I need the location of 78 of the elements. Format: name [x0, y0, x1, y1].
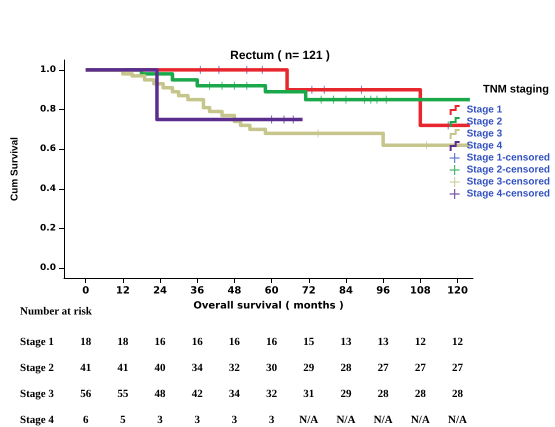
text: 42 [192, 388, 204, 400]
y-tick-label: 0.0 [40, 263, 56, 274]
x-tick-label: 24 [153, 286, 168, 296]
legend-label: Stage 4 [466, 140, 503, 152]
text: 28 [452, 388, 464, 400]
text: 48 [154, 388, 166, 400]
x-tick-label: 72 [302, 286, 316, 296]
y-axis-title: Cum Survival [10, 136, 20, 201]
text: 5 [120, 414, 126, 426]
text: 15 [303, 336, 315, 348]
text: N/A [448, 414, 468, 426]
x-axis-title: Overall survival ( months ) [193, 300, 344, 312]
x-tick-label: 60 [264, 286, 279, 296]
text: 29 [340, 388, 352, 400]
text: N/A [374, 414, 393, 426]
y-tick-label: 0.4 [40, 184, 56, 194]
legend-title: TNM staging [483, 84, 550, 96]
text: 32 [266, 388, 278, 400]
text: 31 [303, 388, 314, 400]
text: 56 [80, 388, 92, 400]
text: Stage 2 [20, 362, 54, 374]
legend-label: Stage 2 [466, 116, 503, 128]
text: 18 [117, 336, 129, 348]
text: 41 [80, 362, 92, 374]
chart-title: Rectum ( n= 121 ) [230, 48, 330, 62]
text: 12 [414, 336, 426, 348]
y-tick-label: 1.0 [40, 64, 56, 75]
x-tick-label: 120 [447, 286, 468, 296]
text: Stage 1 [20, 336, 54, 348]
text: 16 [228, 336, 240, 348]
text: Stage 3 [20, 388, 54, 400]
text: N/A [336, 414, 356, 426]
text: 6 [82, 414, 89, 426]
text: Stage 4 [20, 414, 54, 426]
y-tick-label: 0.2 [40, 223, 56, 234]
x-tick-label: 96 [376, 286, 390, 296]
text: 18 [80, 336, 92, 348]
text: 28 [340, 362, 352, 374]
text: N/A [299, 414, 318, 426]
text: 13 [340, 336, 352, 348]
legend-label: Stage 1-censored [466, 152, 550, 164]
text: 34 [228, 388, 240, 400]
text: 40 [154, 362, 166, 374]
y-tick-label: 0.8 [40, 104, 56, 115]
text: 16 [192, 336, 204, 348]
x-tick-label: 48 [227, 286, 242, 296]
text: 34 [192, 362, 204, 374]
x-tick-label: 12 [116, 286, 130, 296]
x-tick-label: 84 [339, 286, 353, 296]
text: 55 [117, 388, 129, 400]
legend-label: Stage 3 [466, 128, 503, 140]
text: 13 [378, 336, 390, 348]
text: 28 [414, 388, 426, 400]
text: 3 [157, 414, 164, 426]
y-tick-label: 0.6 [40, 144, 56, 154]
x-tick-label: 108 [410, 286, 431, 296]
legend-label: Stage 3-censored [466, 176, 550, 188]
text: 28 [378, 388, 390, 400]
legend-label: Stage 4-censored [466, 188, 550, 200]
text: 16 [266, 336, 278, 348]
legend-label: Stage 1 [466, 104, 503, 116]
text: 27 [414, 362, 426, 374]
text: N/A [410, 414, 430, 426]
text: 27 [452, 362, 464, 374]
x-tick-label: 36 [190, 286, 204, 296]
text: 3 [268, 414, 275, 426]
legend-label: Stage 2-censored [466, 164, 550, 176]
text: 27 [378, 362, 390, 374]
text: 41 [117, 362, 128, 374]
text: 3 [232, 414, 238, 426]
x-tick-label: 0 [82, 286, 90, 296]
text: 32 [228, 362, 240, 374]
text: Number at risk [20, 306, 93, 318]
text: 16 [154, 336, 166, 348]
text: 12 [452, 336, 464, 348]
text: 30 [266, 362, 278, 374]
text: 3 [194, 414, 200, 426]
text: 29 [303, 362, 315, 374]
